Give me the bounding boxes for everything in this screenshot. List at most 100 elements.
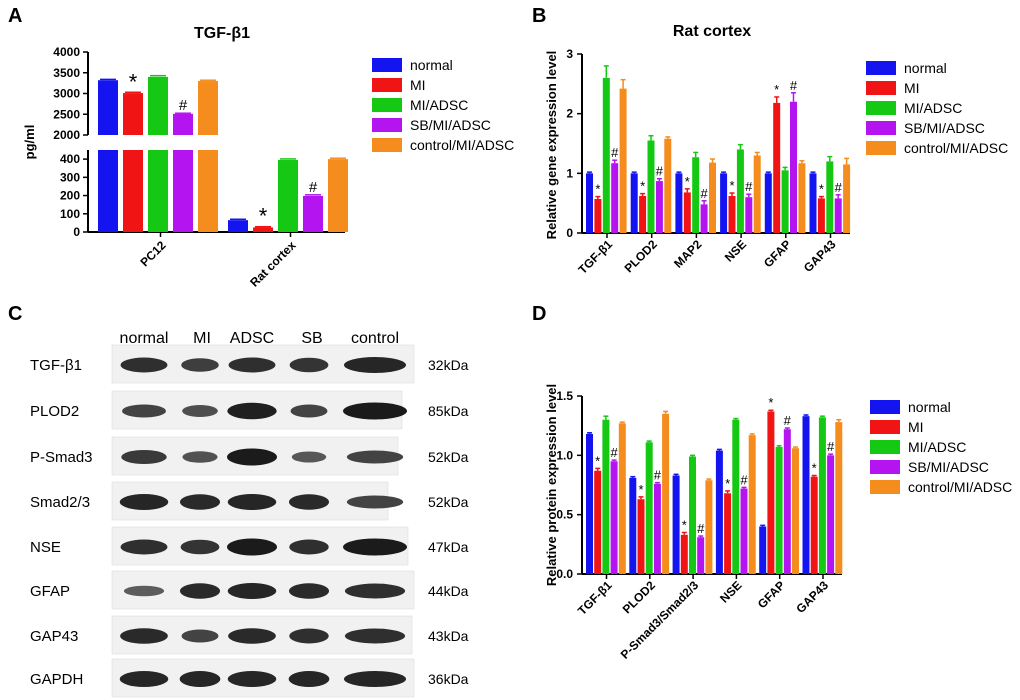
- bar-normal-pc12-lower: [98, 150, 118, 232]
- bar-mi-p-smad3-smad2-3: [680, 534, 688, 574]
- x-tick-label-gap43: GAP43: [801, 237, 839, 275]
- lane-label-sb: SB: [301, 330, 322, 347]
- significance-mark: *: [774, 82, 779, 97]
- bar-control-mi-adsc-nse: [748, 435, 756, 574]
- bar-mi-adsc-gap43: [818, 417, 826, 574]
- y-tick-label: 4000: [53, 45, 80, 59]
- legend-label-mi: MI: [908, 419, 924, 435]
- y-tick-label: 0: [566, 226, 573, 240]
- panel-c: normal MI ADSC SB control TGF-β1 32kDa PLOD2 85k…: [30, 330, 469, 698]
- bar-control-mi-adsc-map2: [709, 162, 716, 233]
- bar-normal-plod2: [630, 173, 638, 233]
- y-axis-title: Relative gene expression level: [544, 51, 559, 240]
- bar-mi-adsc-p-smad3-smad2-3: [689, 456, 696, 574]
- bar-mi-adsc-tgf-1: [602, 77, 610, 233]
- bar-control-mi-adsc-gap43: [835, 422, 843, 574]
- lane-label-adsc: ADSC: [230, 330, 274, 347]
- blot-band-gfap-control: [344, 583, 406, 599]
- bar-sb-mi-adsc-tgf-1: [610, 461, 618, 574]
- legend-label-control-mi-adsc: control/MI/ADSC: [410, 137, 514, 153]
- x-tick-label-tgf-1: TGF-β1: [575, 578, 615, 618]
- bar-mi-gfap: [767, 411, 775, 574]
- panel-label-c: C: [8, 303, 22, 325]
- legend-label-control-mi-adsc: control/MI/ADSC: [904, 140, 1008, 156]
- bar-control-mi-adsc-rat-cortex: [328, 159, 348, 232]
- bar-mi-adsc-gfap: [775, 447, 783, 574]
- bar-sb-mi-adsc-pc12-upper: [173, 113, 193, 135]
- legend-label-sb-mi-adsc: SB/MI/ADSC: [908, 459, 989, 475]
- bar-mi-pc12-upper: [123, 93, 143, 135]
- bar-control-mi-adsc-plod2: [664, 138, 672, 233]
- bar-sb-mi-adsc-nse: [740, 488, 748, 574]
- bar-normal-nse: [715, 450, 723, 574]
- significance-mark: #: [654, 468, 662, 483]
- bar-sb-mi-adsc-gfap: [783, 429, 791, 574]
- x-tick-label-p-smad3-smad2-3: P-Smad3/Smad2/3: [618, 578, 702, 662]
- legend-label-mi-adsc: MI/ADSC: [908, 439, 966, 455]
- bar-sb-mi-adsc-gfap: [790, 101, 797, 233]
- blot-band-gapdh-sb: [288, 671, 330, 687]
- blot-size-label-tgf-1: 32kDa: [428, 357, 469, 373]
- significance-mark: *: [259, 204, 268, 229]
- blot-size-label-gfap: 44kDa: [428, 583, 469, 599]
- legend-swatch-sb-mi-adsc: [372, 118, 402, 132]
- legend-swatch-control-mi-adsc: [372, 138, 402, 152]
- blot-band-p-smad3-adsc: [227, 448, 277, 466]
- bar-normal-gap43: [802, 416, 810, 574]
- legend-label-control-mi-adsc: control/MI/ADSC: [908, 479, 1012, 495]
- legend-label-normal: normal: [904, 60, 947, 76]
- bar-mi-gap43: [810, 476, 818, 574]
- blot-row-label-gapdh: GAPDH: [30, 671, 83, 688]
- blot-size-label-p-smad3: 52kDa: [428, 449, 469, 465]
- blot-band-gfap-mi: [179, 583, 221, 599]
- blot-band-plod2-adsc: [227, 402, 277, 420]
- significance-mark: #: [697, 521, 705, 536]
- bar-sb-mi-adsc-tgf-1: [611, 163, 619, 233]
- bar-mi-plod2: [639, 196, 647, 233]
- blot-band-tgf-1-mi: [181, 358, 219, 372]
- blot-band-smad2-3-mi: [179, 494, 221, 510]
- bar-normal-pc12-upper: [98, 80, 118, 135]
- bar-mi-plod2: [637, 499, 645, 574]
- blot-band-gfap-adsc: [227, 583, 277, 599]
- blot-size-label-gapdh: 36kDa: [428, 671, 469, 687]
- chart-title: TGF-β1: [194, 25, 250, 42]
- blot-band-p-smad3-normal: [121, 450, 167, 464]
- panel-label-b: B: [532, 5, 546, 27]
- legend-swatch-mi: [372, 78, 402, 92]
- legend-swatch-mi-adsc: [870, 440, 900, 454]
- legend-swatch-sb-mi-adsc: [866, 121, 896, 135]
- significance-mark: *: [638, 482, 643, 497]
- blot-band-nse-adsc: [227, 538, 277, 556]
- blot-row-label-plod2: PLOD2: [30, 403, 79, 420]
- legend-swatch-mi-adsc: [372, 98, 402, 112]
- legend-swatch-control-mi-adsc: [866, 141, 896, 155]
- significance-mark: #: [610, 445, 618, 460]
- y-tick-label: 400: [60, 152, 80, 166]
- legend-label-sb-mi-adsc: SB/MI/ADSC: [410, 117, 491, 133]
- y-tick-label: 0.0: [556, 567, 573, 581]
- significance-mark: #: [740, 472, 748, 487]
- blot-row-label-nse: NSE: [30, 539, 61, 556]
- blot-band-tgf-1-sb: [289, 357, 329, 373]
- blot-band-p-smad3-sb: [291, 451, 327, 463]
- blot-band-gap43-mi: [181, 629, 219, 643]
- x-tick-label-nse: NSE: [717, 578, 744, 605]
- significance-mark: *: [129, 69, 138, 94]
- lane-label-control: control: [351, 330, 399, 347]
- blot-band-plod2-sb: [290, 404, 328, 418]
- blot-band-gap43-adsc: [228, 628, 276, 644]
- bar-sb-mi-adsc-map2: [700, 204, 708, 233]
- bar-normal-rat-cortex: [228, 220, 248, 232]
- bar-mi-nse: [728, 196, 736, 233]
- legend-label-mi-adsc: MI/ADSC: [904, 100, 962, 116]
- bar-sb-mi-adsc-nse: [745, 197, 753, 233]
- y-tick-label: 3500: [53, 66, 80, 80]
- y-tick-label: 3: [566, 47, 573, 61]
- y-tick-label: 0.5: [556, 508, 573, 522]
- significance-mark: #: [656, 164, 664, 179]
- bar-normal-gap43: [809, 173, 817, 233]
- y-tick-label: 2000: [53, 128, 80, 142]
- bar-sb-mi-adsc-rat-cortex: [303, 195, 323, 232]
